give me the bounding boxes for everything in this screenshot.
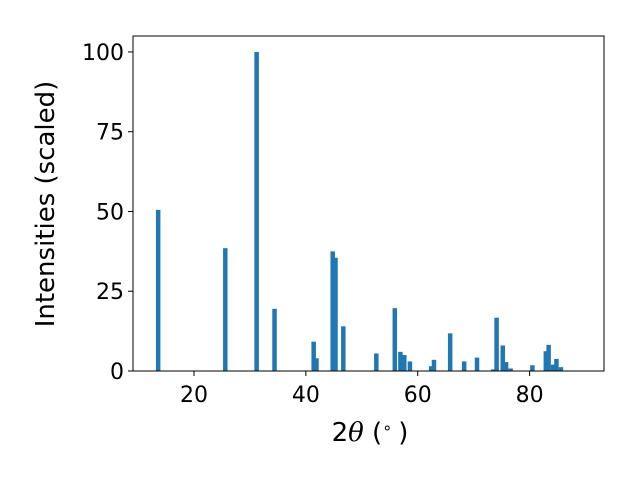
x-axis-label-theta: θ [348,418,364,448]
bar [341,326,346,371]
x-axis-label-prefix: 2 [332,418,349,448]
bar [330,251,335,371]
plot-frame [132,35,605,372]
bar [447,333,453,371]
x-axis: 20 40 60 80 [180,371,544,408]
bar [392,308,398,371]
bar [333,257,338,371]
bar [543,351,549,371]
x-tick-label: 40 [292,383,320,408]
bar [550,364,556,371]
bar [428,366,434,371]
bar [474,357,480,371]
bar [402,355,407,371]
x-axis-label-suffix: ( [364,418,382,448]
y-tick-label: 50 [96,200,124,225]
bar [494,317,499,371]
x-axis-label-degree: ∘ [382,418,392,437]
bar [554,358,559,371]
x-tick-label: 20 [180,383,208,408]
bar [374,353,379,371]
y-tick-label: 25 [96,280,124,305]
bar [461,361,467,371]
bar [503,362,509,371]
bar [530,365,535,371]
bar [491,369,496,371]
y-tick-label: 100 [82,41,124,66]
bar [407,361,413,371]
bar [558,367,564,371]
x-axis-label-close: ) [398,418,408,448]
y-axis: 0 25 50 75 100 [82,41,133,385]
bar [500,345,505,371]
bar [431,359,437,371]
bar [223,248,228,371]
bar [546,344,551,371]
bar [398,351,403,371]
y-tick-label: 0 [110,360,124,385]
bar [311,341,316,371]
x-axis-label: 2θ (∘) [332,418,409,448]
x-tick-label: 80 [516,383,544,408]
bar [155,209,161,371]
y-tick-label: 75 [96,121,124,146]
bar [272,308,277,371]
x-tick-label: 60 [404,383,432,408]
bar [254,51,259,371]
bar [508,368,513,371]
bars [155,51,564,371]
bar [314,358,319,371]
y-axis-label: Intensities (scaled) [31,81,61,328]
